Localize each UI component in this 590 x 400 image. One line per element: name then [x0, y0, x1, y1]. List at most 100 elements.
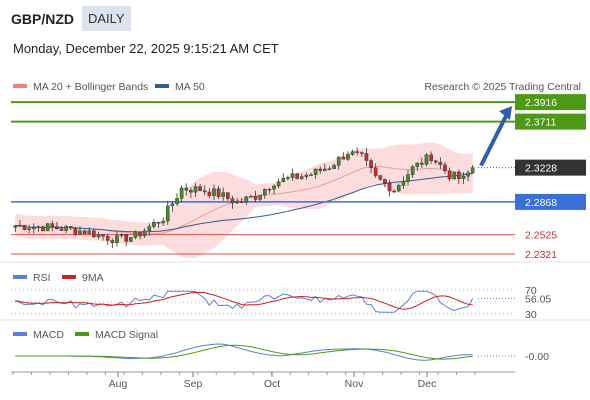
candle-body — [429, 154, 433, 161]
candle-body — [286, 177, 290, 179]
candle-body — [267, 188, 272, 191]
legend-swatch-ma50 — [155, 84, 169, 88]
candle-body — [110, 240, 115, 244]
candle-body — [92, 230, 96, 238]
candle-body — [175, 198, 179, 204]
candle-body — [161, 220, 165, 224]
symbol-title: GBP/NZD — [11, 11, 74, 27]
level-label-2-3228: 2.3228 — [525, 163, 557, 175]
x-axis-label-sep: Sep — [184, 378, 203, 390]
rsi-line — [15, 290, 474, 313]
candle-body — [401, 181, 406, 186]
candle-body — [262, 189, 267, 196]
legend-swatch-rsi-ma — [62, 275, 76, 279]
candle-body — [438, 161, 443, 165]
candle-body — [221, 192, 226, 197]
candle-body — [369, 160, 373, 169]
candle-body — [253, 196, 258, 200]
macd-signal-line — [15, 344, 473, 360]
candle-body — [461, 176, 466, 179]
candle-body — [466, 172, 470, 177]
level-tag-2-3228 — [515, 159, 586, 176]
candle-body — [470, 167, 475, 174]
legend-swatch-macd — [13, 332, 27, 336]
candle-body — [387, 182, 392, 192]
candle-body — [327, 168, 332, 170]
candle-body — [73, 227, 78, 235]
candle-body — [59, 228, 64, 231]
chart-datetime: Monday, December 22, 2025 9:15:21 AM CET — [13, 41, 279, 56]
candle-body — [332, 165, 336, 169]
rsi-tick-30: 30 — [525, 309, 537, 321]
candle-body — [373, 167, 378, 176]
level-label-2-3916: 2.3916 — [525, 97, 557, 109]
candle-body — [249, 196, 253, 198]
x-axis-label-dec: Dec — [418, 378, 437, 390]
candle-body — [226, 192, 230, 199]
candle-body — [383, 179, 387, 184]
candle-body — [299, 176, 304, 179]
candle-body — [309, 174, 313, 176]
legend-swatch-bollinger — [13, 84, 27, 88]
candle-body — [346, 154, 350, 160]
candle-body — [318, 168, 323, 171]
candle-body — [184, 187, 189, 191]
rsi-tick-70: 70 — [525, 285, 537, 297]
candle-body — [452, 171, 457, 180]
candle-body — [36, 226, 41, 228]
x-axis-label-oct: Oct — [264, 378, 280, 390]
level-label-2-2868: 2.2868 — [525, 197, 557, 209]
candle-body — [87, 230, 92, 234]
candle-body — [41, 226, 45, 232]
candle-body — [18, 224, 22, 227]
candle-body — [96, 234, 101, 238]
candle-body — [212, 188, 216, 196]
candles — [13, 147, 475, 249]
candle-body — [202, 190, 207, 193]
x-axis-label-aug: Aug — [109, 378, 128, 390]
candle-body — [22, 224, 27, 230]
candle-body — [45, 223, 50, 232]
candle-body — [179, 187, 184, 199]
candle-body — [68, 226, 73, 229]
candle-body — [235, 201, 239, 204]
candle-body — [119, 234, 124, 236]
candle-body — [142, 230, 147, 237]
candle-body — [165, 205, 170, 222]
candle-body — [55, 226, 59, 230]
candle-body — [290, 173, 295, 178]
candle-body — [13, 225, 18, 228]
forecast-arrow-shaft — [479, 113, 509, 167]
candle-body — [378, 175, 383, 180]
candle-body — [82, 230, 87, 234]
candle-body — [406, 174, 410, 182]
chart-header: GBP/NZD DAILY Monday, December 22, 2025 … — [0, 0, 590, 70]
candle-body — [447, 170, 452, 180]
candle-body — [392, 190, 396, 193]
candle-body — [415, 162, 420, 167]
candle-body — [101, 234, 105, 237]
macd-current-value: -0.00 — [525, 351, 549, 363]
candle-body — [350, 151, 355, 155]
level-tag-2-3711 — [515, 113, 586, 130]
candle-body — [272, 185, 276, 190]
candle-body — [31, 226, 36, 229]
chart-credit: Research © 2025 Trading Central — [424, 81, 581, 93]
candle-body — [156, 222, 161, 224]
candle-body — [189, 190, 193, 193]
rsi-current-value: 56.05 — [525, 293, 551, 305]
candle-body — [147, 226, 152, 231]
candle-body — [27, 228, 31, 230]
candle-body — [276, 181, 281, 187]
candle-body — [359, 152, 364, 154]
candle-body — [443, 164, 447, 172]
level-label-2-2321: 2.2321 — [525, 249, 557, 261]
candle-body — [198, 186, 202, 191]
legend-label-macd: MACD — [33, 329, 64, 341]
bollinger-bands — [15, 142, 473, 259]
candle-body — [193, 186, 198, 193]
candle-body — [410, 166, 415, 175]
timeframe-badge[interactable]: DAILY — [82, 6, 131, 31]
candle-body — [396, 185, 401, 192]
level-label-2-3711: 2.3711 — [525, 117, 556, 129]
